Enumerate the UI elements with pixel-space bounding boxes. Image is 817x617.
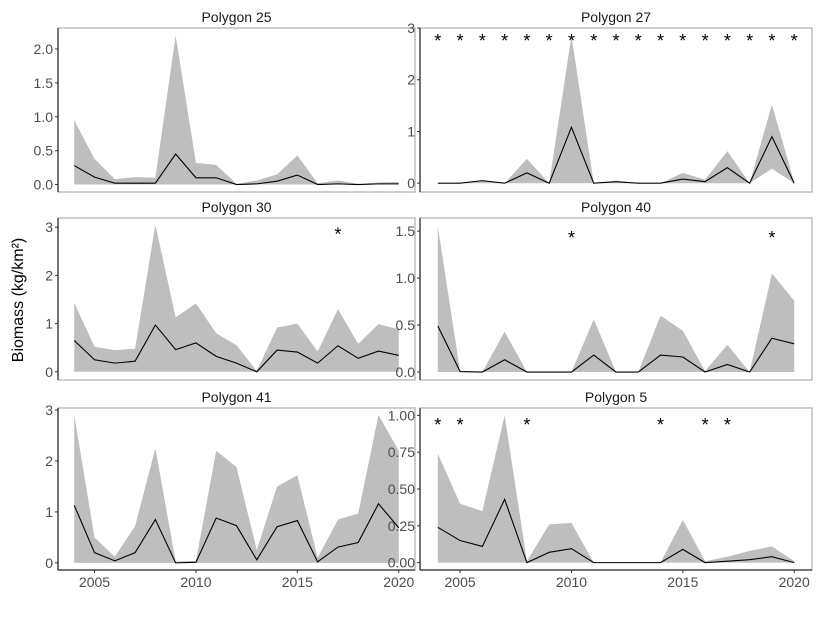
significance-asterisk: *: [434, 415, 441, 435]
significance-asterisk: *: [523, 415, 530, 435]
significance-asterisk: *: [457, 415, 464, 435]
x-tick-label: 2005: [79, 574, 110, 590]
y-tick-label: 0.5: [396, 317, 416, 333]
confidence-band: [437, 226, 795, 373]
confidence-band: [74, 35, 399, 185]
confidence-band: [437, 415, 795, 563]
significance-asterisk: *: [612, 31, 619, 51]
panel-frame: [419, 27, 813, 193]
panel-polygon-40: Polygon 40 * * 0.0 0.5 1.0 1.5: [396, 199, 813, 381]
y-tick-label: 1: [45, 504, 53, 520]
significance-asterisk: *: [479, 31, 486, 51]
mean-line: [437, 325, 795, 373]
significance-asterisk: *: [546, 31, 553, 51]
y-tick-label: 0: [45, 364, 53, 380]
y-axis-label: Biomass (kg/km²): [10, 238, 27, 362]
mean-line: [73, 153, 399, 186]
x-tick-label: 2010: [180, 574, 211, 590]
panel-frame: [57, 27, 416, 193]
panel-title: Polygon 41: [201, 389, 271, 405]
significance-asterisk: *: [568, 31, 575, 51]
mean-line: [73, 502, 400, 564]
panel-polygon-5: Polygon 5 * * * * * * 0.00 0.25 0.50 0.75 1.00 2005 2…: [388, 389, 813, 590]
x-tick-label: 2020: [383, 574, 414, 590]
x-tick-label: 2015: [667, 574, 698, 590]
y-tick-label: 1.0: [34, 109, 54, 125]
significance-asterisk: *: [568, 228, 575, 248]
significance-asterisk: *: [501, 31, 508, 51]
significance-asterisk: *: [679, 31, 686, 51]
panel-polygon-41: Polygon 41 0 1 2 3 2005 2010 2015 2020: [45, 389, 416, 590]
significance-asterisk: *: [768, 228, 775, 248]
y-tick-label: 0: [45, 555, 53, 571]
significance-asterisk: *: [334, 225, 341, 245]
significance-asterisk: *: [746, 31, 753, 51]
significance-asterisk: *: [702, 415, 709, 435]
y-tick-label: 1.5: [34, 75, 54, 91]
x-tick-label: 2015: [282, 574, 313, 590]
confidence-band: [74, 224, 399, 372]
y-tick-label: 1: [407, 123, 415, 139]
significance-asterisk: *: [590, 31, 597, 51]
y-tick-label: 2: [45, 453, 53, 469]
x-tick-label: 2005: [445, 574, 476, 590]
y-tick-label: 0.0: [34, 177, 54, 193]
panel-frame: [419, 217, 813, 381]
y-tick-label: 2.0: [34, 41, 54, 57]
y-tick-label: 2: [407, 72, 415, 88]
panel-title: Polygon 5: [585, 389, 647, 405]
y-tick-label: 2: [45, 267, 53, 283]
significance-asterisk: *: [523, 31, 530, 51]
significance-asterisk: *: [657, 31, 664, 51]
panel-polygon-25: Polygon 25 0.0 0.5 1.0 1.5 2.0: [34, 9, 416, 193]
panel-title: Polygon 30: [201, 199, 271, 215]
y-tick-label: 3: [407, 20, 415, 36]
panel-title: Polygon 27: [581, 9, 651, 25]
significance-asterisk: *: [635, 31, 642, 51]
y-tick-label: 0.5: [34, 143, 54, 159]
significance-asterisk: *: [791, 31, 798, 51]
y-tick-label: 1.5: [396, 223, 416, 239]
y-tick-label: 1: [45, 316, 53, 332]
mean-line: [437, 125, 795, 185]
y-tick-label: 0: [407, 175, 415, 191]
y-tick-label: 0.75: [388, 444, 415, 460]
mean-line: [437, 497, 795, 564]
y-tick-label: 0.25: [388, 518, 415, 534]
y-tick-label: 0.0: [396, 364, 416, 380]
significance-asterisk: *: [657, 415, 664, 435]
x-tick-label: 2010: [556, 574, 587, 590]
y-tick-label: 0.50: [388, 481, 415, 497]
panel-polygon-30: Polygon 30 * 0 1 2 3: [45, 199, 416, 381]
significance-asterisk: *: [768, 31, 775, 51]
significance-asterisk: *: [724, 415, 731, 435]
panel-title: Polygon 40: [581, 199, 651, 215]
y-tick-label: 3: [45, 219, 53, 235]
significance-asterisk: *: [702, 31, 709, 51]
y-tick-label: 3: [45, 402, 53, 418]
y-tick-label: 0.00: [388, 555, 415, 571]
panel-polygon-27: Polygon 27 * * * * * * * * * * * * * * * * * 0 1 2 3: [407, 9, 813, 193]
significance-asterisk: *: [724, 31, 731, 51]
significance-asterisk: *: [434, 31, 441, 51]
significance-asterisk: *: [457, 31, 464, 51]
confidence-band: [437, 35, 795, 184]
mean-line: [73, 324, 399, 373]
x-tick-label: 2020: [779, 574, 810, 590]
y-tick-label: 1.00: [388, 407, 415, 423]
panel-title: Polygon 25: [201, 9, 271, 25]
y-tick-label: 1.0: [396, 270, 416, 286]
confidence-band: [74, 415, 399, 563]
